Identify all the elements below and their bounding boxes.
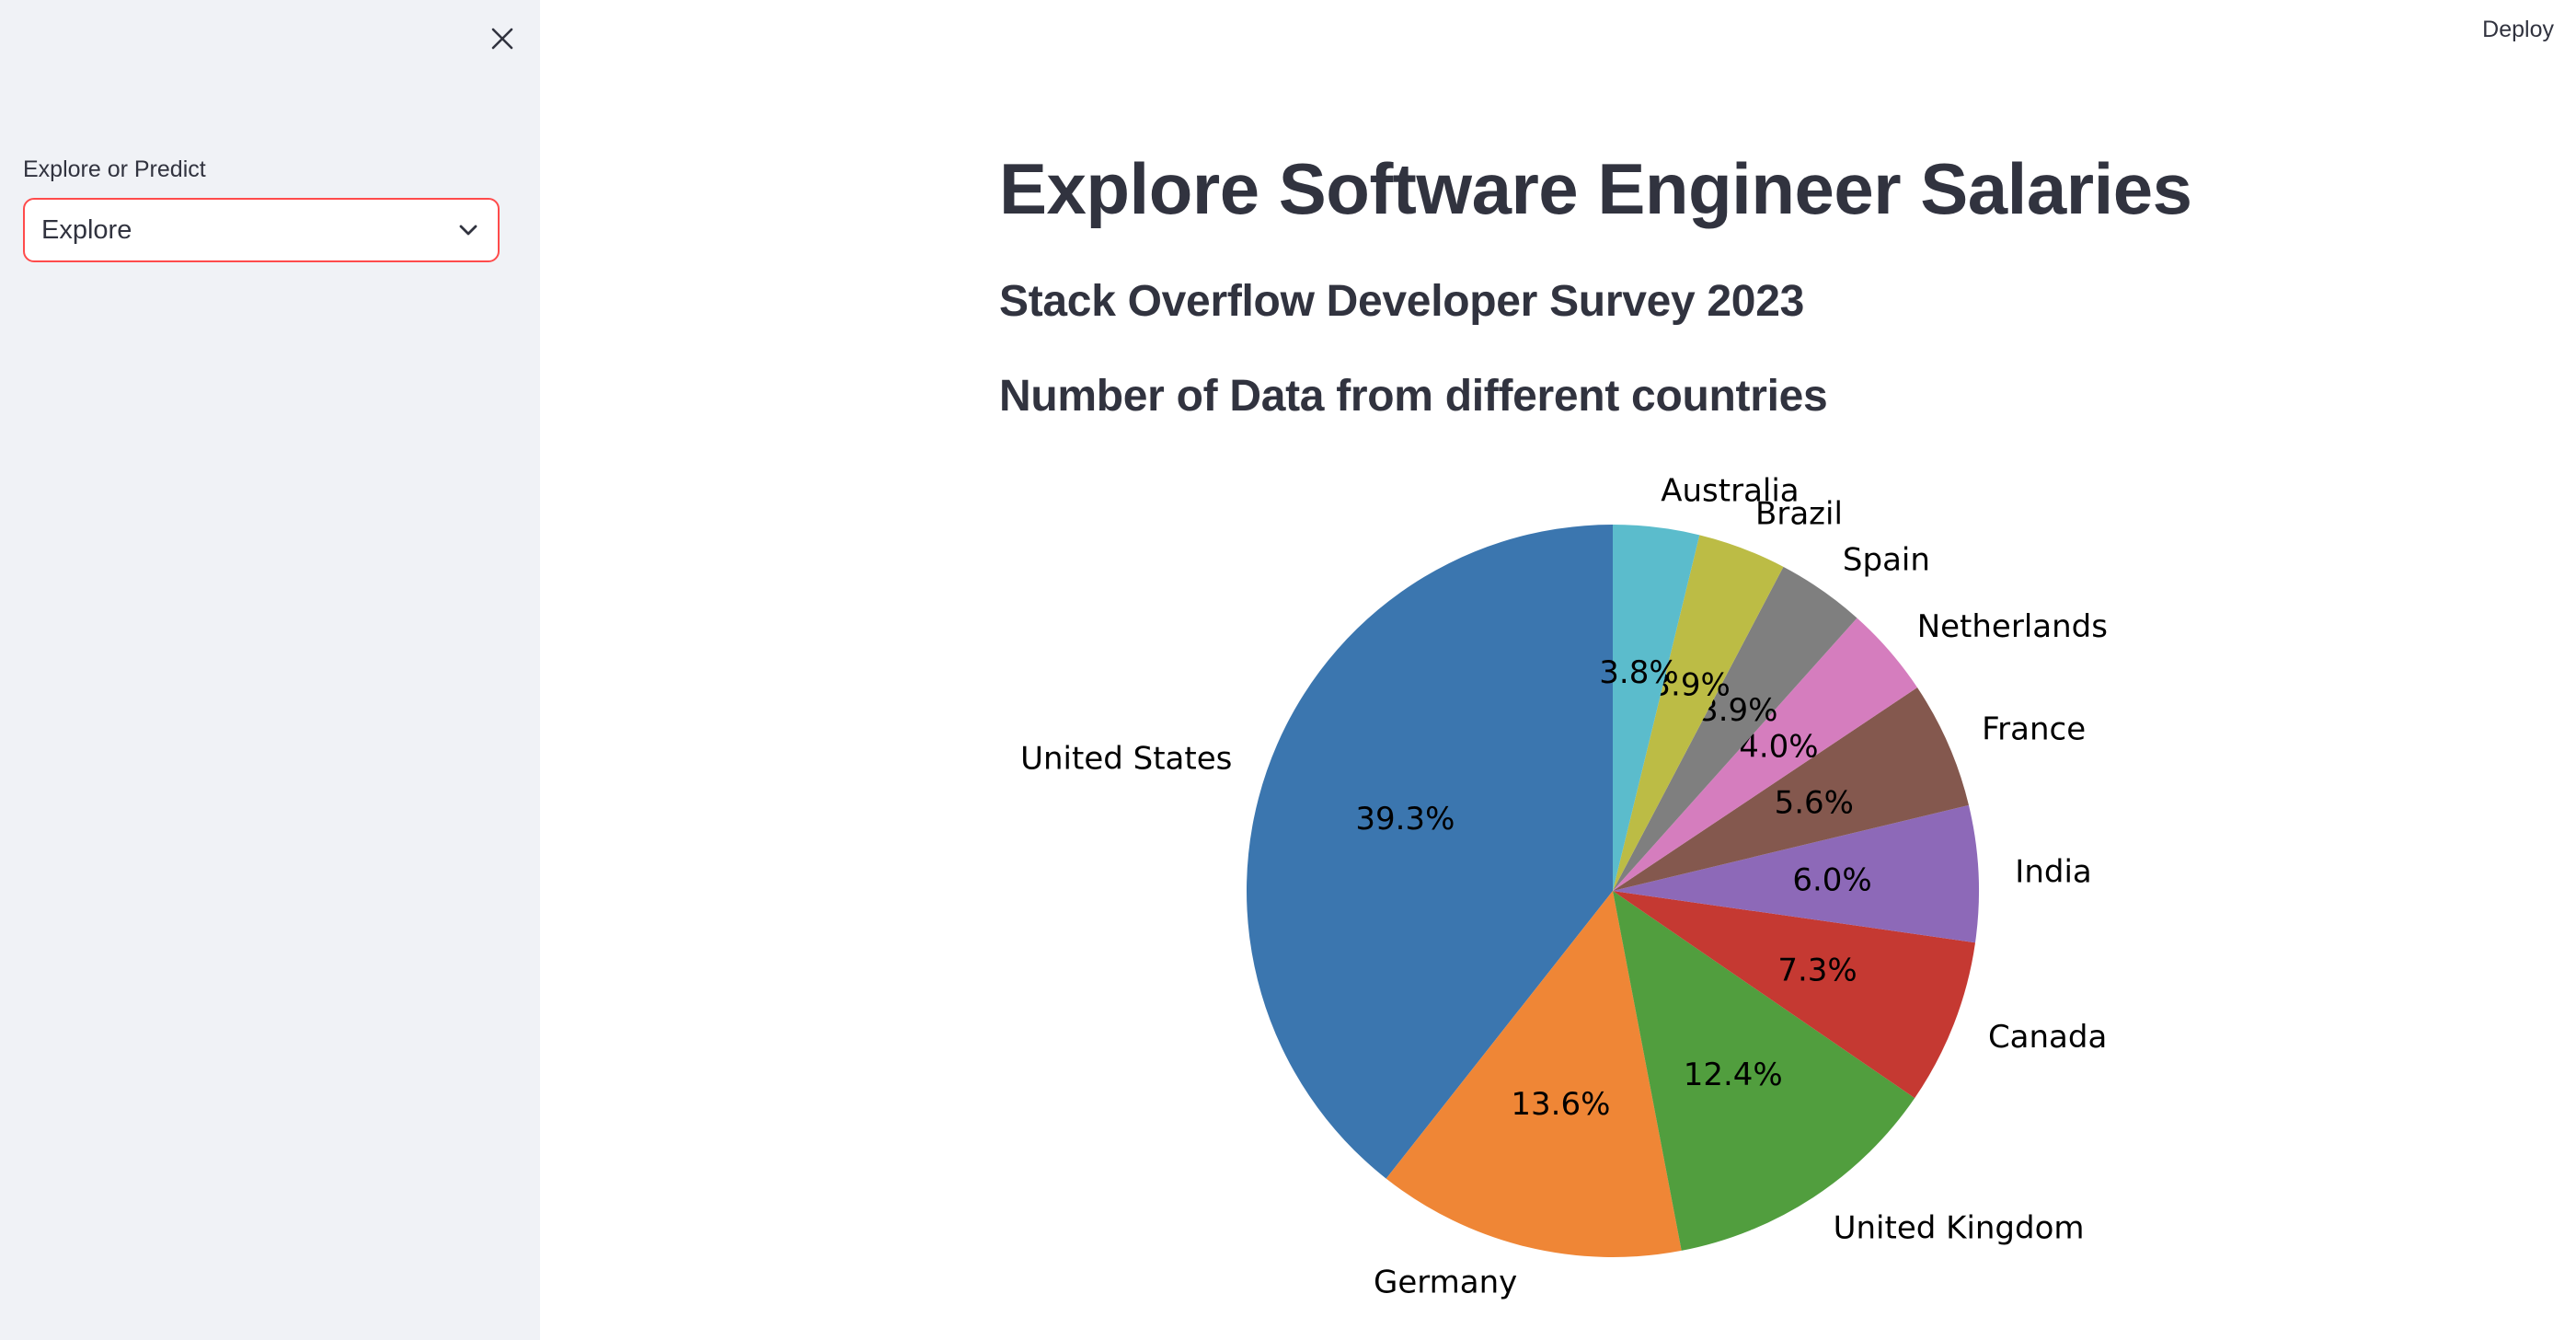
pie-category-label: Germany (1374, 1264, 1517, 1300)
deploy-button[interactable]: Deploy (2482, 17, 2554, 42)
page-subtitle: Stack Overflow Developer Survey 2023 (999, 277, 1804, 326)
close-sidebar-button[interactable] (477, 13, 528, 64)
pie-category-label: India (2015, 853, 2091, 890)
pie-slice-germany (1386, 891, 1682, 1257)
pie-category-label: Australia (1661, 472, 1799, 509)
pie-slice-united-kingdom (1613, 891, 1915, 1251)
pie-slice-united-states (1247, 525, 1613, 1179)
pie-pct-label: 12.4% (1684, 1057, 1783, 1093)
pie-category-label: Brazil (1755, 496, 1843, 533)
pie-category-label: Spain (1843, 542, 1930, 579)
page-title: Explore Software Engineer Salaries (999, 148, 2192, 229)
pie-slice-spain (1613, 566, 1857, 891)
pie-slice-australia (1613, 525, 1700, 891)
pie-pct-label: 5.6% (1775, 784, 1854, 821)
sidebar: Explore or Predict Explore (0, 0, 540, 1340)
chevron-down-icon (455, 217, 481, 243)
pie-category-label: Canada (1988, 1019, 2107, 1056)
pie-pct-label: 6.0% (1792, 862, 1871, 899)
pie-category-label: Netherlands (1917, 608, 2108, 645)
pie-category-label: France (1982, 711, 2086, 748)
pie-chart-svg: 39.3% United States 13.6% Germany 12.4% Unite… (1020, 472, 2108, 1300)
pie-chart: 39.3% United States 13.6% Germany 12.4% Unite… (999, 460, 2195, 1340)
pie-slice-canada (1613, 891, 1976, 1099)
pie-slice-france (1613, 687, 1969, 891)
select-value: Explore (41, 214, 132, 245)
pie-pct-label: 7.3% (1777, 953, 1857, 989)
pie-pct-label: 13.6% (1511, 1086, 1610, 1123)
explore-predict-select[interactable]: Explore (23, 198, 500, 262)
pie-slice-brazil (1613, 535, 1784, 891)
pie-category-label: United Kingdom (1834, 1209, 2085, 1246)
close-icon (491, 28, 513, 50)
pie-slice-netherlands (1613, 618, 1918, 891)
pie-slice-india (1613, 804, 1979, 943)
pie-pct-label: 39.3% (1355, 801, 1455, 838)
pie-category-label: United States (1020, 741, 1232, 778)
section-title: Number of Data from different countries (999, 372, 1828, 421)
select-label: Explore or Predict (23, 156, 206, 182)
pie-pct-label: 3.8% (1599, 654, 1678, 691)
